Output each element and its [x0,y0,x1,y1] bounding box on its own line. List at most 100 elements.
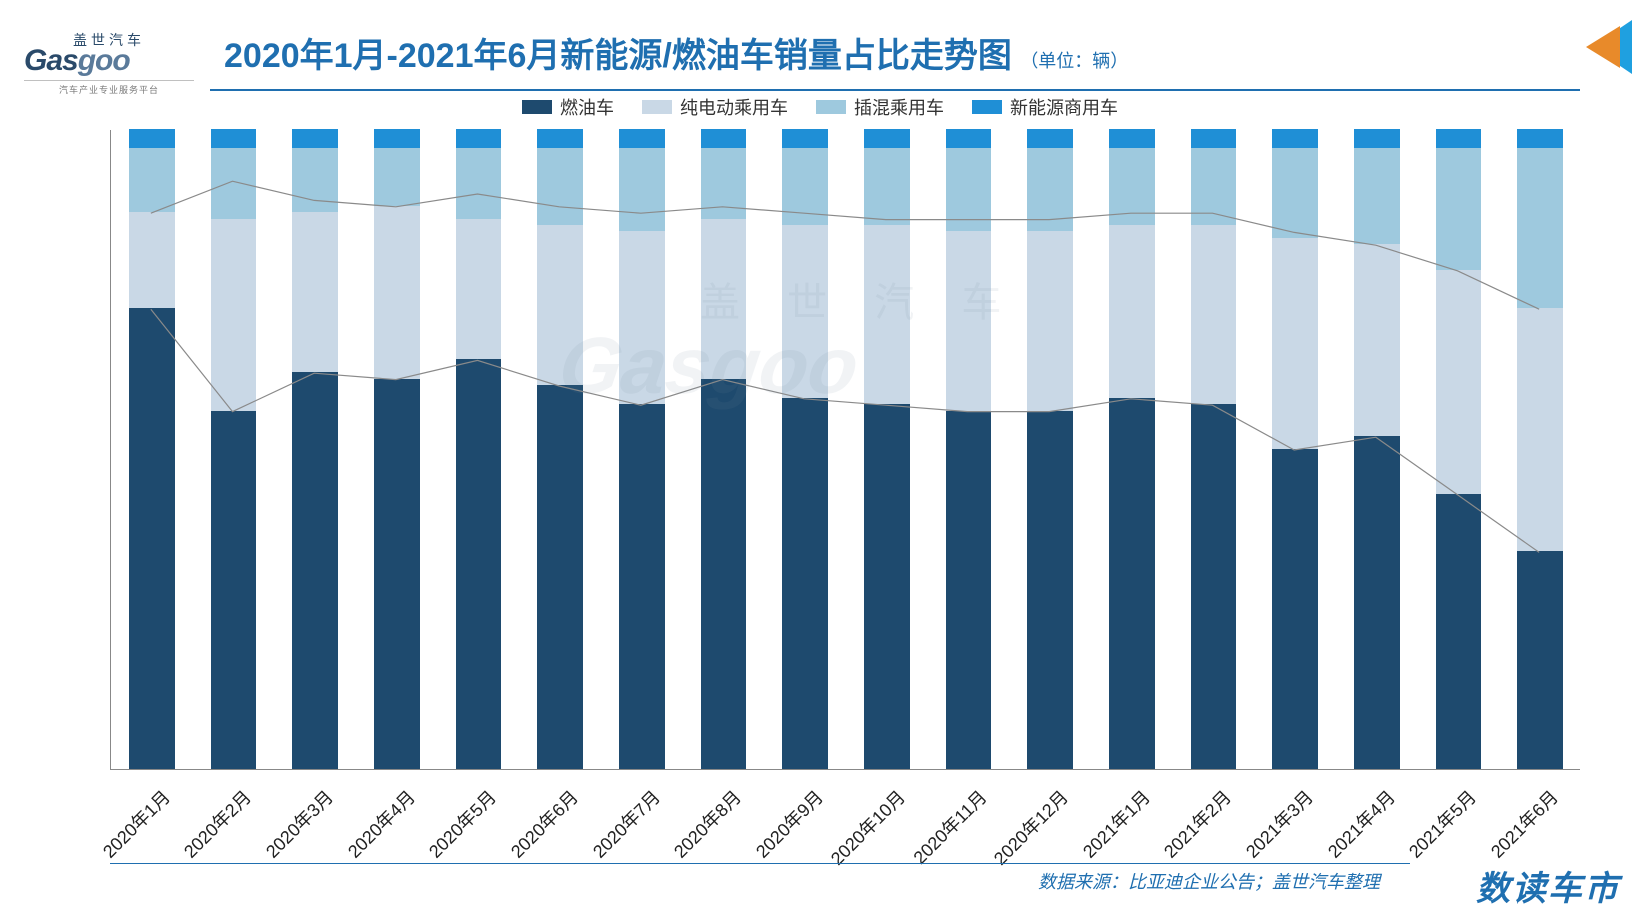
bar-segment [1354,129,1400,148]
bar-segment [1027,129,1073,148]
x-axis-label: 2020年6月 [504,784,583,863]
x-axis-label: 2020年11月 [907,784,992,869]
bar-segment [1354,436,1400,769]
bar [619,129,665,769]
bar-segment [129,212,175,308]
bar-segment [1436,148,1482,270]
bar [1517,129,1563,769]
plot [110,130,1580,770]
x-axis-label: 2020年10月 [824,784,910,870]
bar-segment [456,129,502,148]
bar-segment [292,148,338,212]
bar-segment [701,379,747,769]
bar-segment [1517,308,1563,551]
bar-segment [292,129,338,148]
bar-segment [1436,494,1482,769]
bar-segment [782,225,828,398]
chart-area [110,130,1580,770]
page-root: 盖世汽车 Gasgoo 汽车产业专业服务平台 2020年1月-2021年6月新能… [0,0,1640,922]
bar-segment [537,129,583,148]
bar-segment [1191,225,1237,404]
bar [211,129,257,769]
bar-segment [1272,148,1318,238]
x-axis-label: 2020年9月 [749,784,828,863]
bar-segment [456,219,502,360]
x-axis-label: 2020年7月 [586,784,665,863]
bar-segment [701,148,747,218]
bar-segment [537,225,583,385]
bar-segment [701,219,747,379]
bar-segment [211,148,257,218]
bar-segment [1272,129,1318,148]
bar-segment [946,148,992,231]
x-axis-label: 2020年12月 [987,784,1073,870]
legend-label: 插混乘用车 [854,94,944,120]
bar-segment [292,372,338,769]
legend-swatch [972,100,1002,114]
bar-segment [456,359,502,769]
bar-segment [129,129,175,148]
x-axis-label: 2021年6月 [1484,784,1563,863]
bar [129,129,175,769]
logo-en: Gasgoo [24,44,194,78]
x-axis-label: 2020年2月 [178,784,257,863]
bar-segment [1517,129,1563,148]
bar-segment [782,129,828,148]
bar-segment [1191,129,1237,148]
bar [1436,129,1482,769]
legend-item: 新能源商用车 [972,94,1118,120]
bar [1027,129,1073,769]
bar-segment [292,212,338,372]
bar-segment [537,148,583,225]
legend-item: 纯电动乘用车 [642,94,788,120]
x-axis-label: 2021年5月 [1403,784,1482,863]
bar-segment [1109,225,1155,398]
bar-segment [129,148,175,212]
source-text: 数据来源：比亚迪企业公告；盖世汽车整理 [1038,868,1380,894]
bar-segment [1272,449,1318,769]
bar-segment [1517,148,1563,308]
brand-text: 数读车市 [1476,861,1620,910]
corner-arrow-icon [1572,20,1632,74]
bar [292,129,338,769]
title-bar: 2020年1月-2021年6月新能源/燃油车销量占比走势图 （单位：辆） [210,28,1580,91]
legend-label: 燃油车 [560,94,614,120]
x-axis-label: 2021年2月 [1158,784,1237,863]
bar [1354,129,1400,769]
bar-segment [374,379,420,769]
bar-segment [374,148,420,206]
bar-segment [619,148,665,231]
x-axis-label: 2021年1月 [1076,784,1155,863]
x-axis-label: 2020年1月 [96,784,175,863]
bar [1191,129,1237,769]
x-axis-label: 2021年4月 [1321,784,1400,863]
x-axis-label: 2021年3月 [1239,784,1318,863]
bar [1109,129,1155,769]
chart-title: 2020年1月-2021年6月新能源/燃油车销量占比走势图 [224,37,1012,75]
legend-item: 燃油车 [522,94,614,120]
legend-label: 纯电动乘用车 [680,94,788,120]
bar-segment [864,404,910,769]
bar-segment [1354,148,1400,244]
bar-segment [211,411,257,769]
bar-segment [374,129,420,148]
bar-segment [1354,244,1400,436]
bar-segment [1272,238,1318,449]
bar-segment [1191,148,1237,225]
legend-swatch [816,100,846,114]
chart-legend: 燃油车 纯电动乘用车 插混乘用车 新能源商用车 [0,94,1640,120]
bar-segment [1109,148,1155,225]
x-axis-label: 2020年4月 [341,784,420,863]
bar-segment [456,148,502,218]
bar [701,129,747,769]
legend-swatch [642,100,672,114]
x-axis-label: 2020年3月 [259,784,338,863]
gasgoo-logo: 盖世汽车 Gasgoo 汽车产业专业服务平台 [24,30,194,96]
bar-segment [1436,129,1482,148]
bar-segment [619,231,665,404]
bar [782,129,828,769]
bar-segment [537,385,583,769]
bar-segment [864,225,910,404]
bar-segment [1109,129,1155,148]
bar-segment [211,129,257,148]
